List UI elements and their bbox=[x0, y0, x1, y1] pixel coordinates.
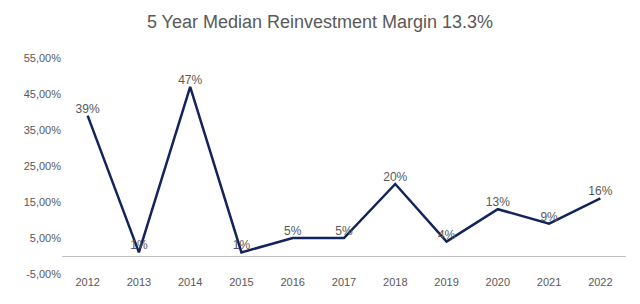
svg-text:35,00%: 35,00% bbox=[24, 124, 62, 136]
svg-text:9%: 9% bbox=[540, 210, 558, 224]
svg-text:2018: 2018 bbox=[383, 276, 407, 288]
svg-text:45,00%: 45,00% bbox=[24, 88, 62, 100]
svg-text:5%: 5% bbox=[284, 224, 302, 238]
svg-text:5%: 5% bbox=[335, 224, 353, 238]
svg-text:13%: 13% bbox=[486, 195, 510, 209]
svg-text:2019: 2019 bbox=[434, 276, 458, 288]
svg-text:2012: 2012 bbox=[75, 276, 99, 288]
svg-text:16%: 16% bbox=[588, 184, 612, 198]
svg-text:2017: 2017 bbox=[332, 276, 356, 288]
svg-text:2020: 2020 bbox=[486, 276, 510, 288]
svg-text:1%: 1% bbox=[130, 238, 148, 252]
svg-text:20%: 20% bbox=[383, 170, 407, 184]
svg-text:5 Year Median Reinvestment Mar: 5 Year Median Reinvestment Margin 13.3% bbox=[147, 12, 493, 32]
svg-text:4%: 4% bbox=[438, 228, 456, 242]
svg-text:5,00%: 5,00% bbox=[30, 232, 61, 244]
svg-text:25,00%: 25,00% bbox=[24, 160, 62, 172]
svg-text:2016: 2016 bbox=[280, 276, 304, 288]
svg-text:15,00%: 15,00% bbox=[24, 196, 62, 208]
svg-text:2013: 2013 bbox=[127, 276, 151, 288]
svg-text:47%: 47% bbox=[178, 73, 202, 87]
svg-text:2014: 2014 bbox=[178, 276, 202, 288]
svg-text:1%: 1% bbox=[233, 238, 251, 252]
svg-text:2022: 2022 bbox=[588, 276, 612, 288]
svg-text:2021: 2021 bbox=[537, 276, 561, 288]
svg-text:39%: 39% bbox=[76, 102, 100, 116]
svg-text:-5,00%: -5,00% bbox=[26, 268, 61, 280]
svg-text:55,00%: 55,00% bbox=[24, 52, 62, 64]
svg-text:2015: 2015 bbox=[229, 276, 253, 288]
